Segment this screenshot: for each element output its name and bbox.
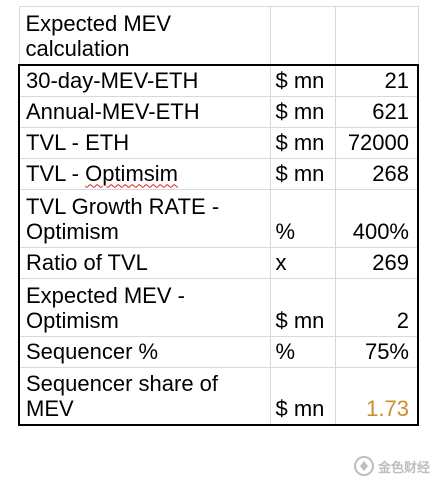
table-row: Ratio of TVL x 269 [18, 246, 419, 279]
row-unit[interactable]: $ mn [269, 126, 336, 159]
jinse-logo-icon [353, 456, 374, 476]
table-row: TVL - Optimsim $ mn 268 [18, 157, 419, 190]
row-value[interactable]: 400% [334, 188, 419, 248]
row-unit[interactable]: $ mn [269, 63, 336, 97]
table-row: 30-day-MEV-ETH $ mn 21 [18, 63, 419, 97]
row-label[interactable]: Sequencer share of MEV [18, 366, 271, 426]
row-unit[interactable]: $ mn [269, 366, 336, 426]
row-label[interactable]: Sequencer % [18, 335, 271, 368]
watermark: 金色财经 [353, 456, 430, 476]
row-value[interactable]: 72000 [334, 126, 419, 159]
row-value[interactable]: 269 [334, 246, 419, 279]
table-row: Expected MEV - Optimism $ mn 2 [18, 277, 419, 337]
row-unit[interactable]: x [269, 246, 336, 279]
title-row: Expected MEV calculation [18, 6, 419, 65]
mev-calculation-table: Expected MEV calculation 30-day-MEV-ETH … [18, 6, 419, 426]
row-unit[interactable]: $ mn [269, 277, 336, 337]
row-value[interactable]: 621 [334, 95, 419, 128]
misspelled-word: Optimsim [85, 160, 178, 186]
row-value[interactable]: 2 [334, 277, 419, 337]
title-unit-cell[interactable] [269, 6, 336, 65]
row-unit[interactable]: $ mn [269, 157, 336, 190]
row-label[interactable]: Expected MEV - Optimism [18, 277, 271, 337]
table-row: TVL Growth RATE - Optimism % 400% [18, 188, 419, 248]
row-unit[interactable]: $ mn [269, 95, 336, 128]
table-row: Annual-MEV-ETH $ mn 621 [18, 95, 419, 128]
row-value[interactable]: 75% [334, 335, 419, 368]
row-unit[interactable]: % [269, 188, 336, 248]
row-label[interactable]: Ratio of TVL [18, 246, 271, 279]
title-value-cell[interactable] [334, 6, 419, 65]
row-label[interactable]: TVL Growth RATE - Optimism [18, 188, 271, 248]
row-label[interactable]: Annual-MEV-ETH [18, 95, 271, 128]
row-label[interactable]: TVL - Optimsim [18, 157, 271, 190]
table-row: TVL - ETH $ mn 72000 [18, 126, 419, 159]
row-label[interactable]: TVL - ETH [18, 126, 271, 159]
row-value[interactable]: 268 [334, 157, 419, 190]
row-unit[interactable]: % [269, 335, 336, 368]
row-value[interactable]: 21 [334, 63, 419, 97]
watermark-text: 金色财经 [377, 460, 430, 476]
row-value-highlighted[interactable]: 1.73 [334, 366, 419, 426]
table-title[interactable]: Expected MEV calculation [18, 6, 271, 65]
row-label[interactable]: 30-day-MEV-ETH [18, 63, 271, 97]
row-label-prefix: TVL - [26, 160, 86, 186]
table-row: Sequencer % % 75% [18, 335, 419, 368]
table-row: Sequencer share of MEV $ mn 1.73 [18, 366, 419, 426]
